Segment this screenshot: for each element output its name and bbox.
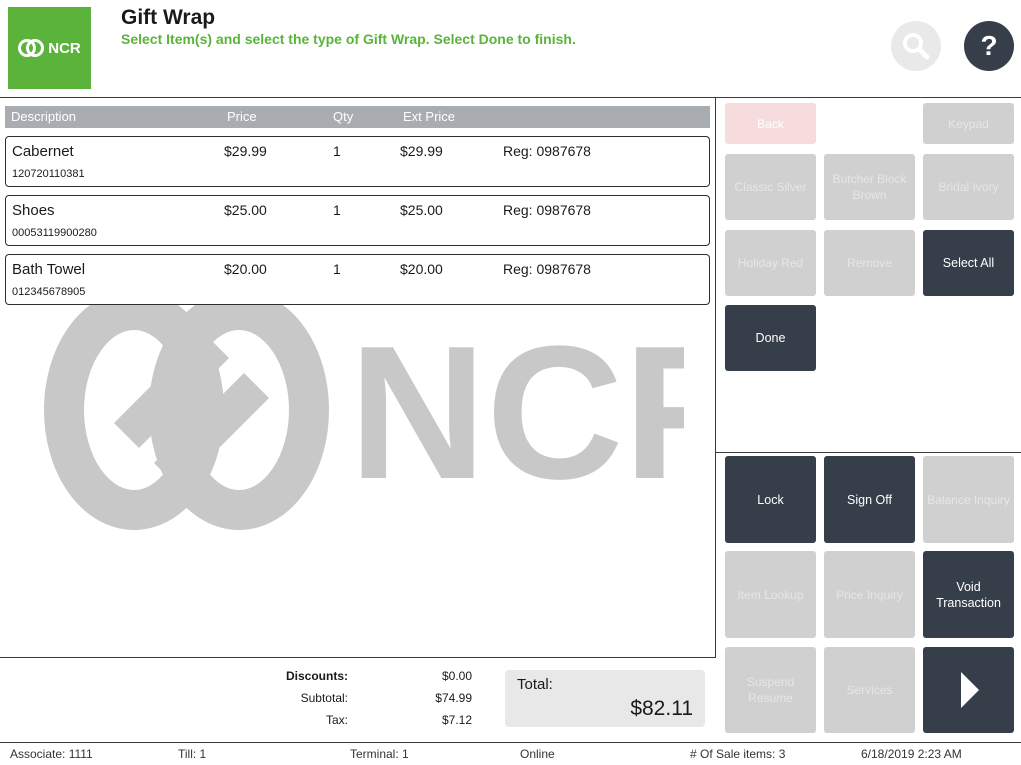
item-code: 00053119900280 [12,227,97,239]
col-ext-price: Ext Price [403,109,456,124]
logo-text: NCR [48,39,81,57]
remove-button[interactable]: Remove [824,230,915,296]
ncr-logo: NCR [8,7,91,89]
associate-status: Associate: 1111 [10,747,93,761]
item-price: $25.00 [224,202,267,218]
ncr-logo-icon [18,39,45,57]
discounts-label: Discounts: [285,669,348,683]
tax-value: $7.12 [441,713,472,727]
subtotal-value: $74.99 [435,691,472,705]
item-code: 012345678905 [12,286,86,298]
total-box: Total: $82.11 [505,670,705,727]
col-description: Description [11,109,77,124]
item-price: $20.00 [224,261,267,277]
balance-inquiry-button[interactable]: Balance Inquiry [923,456,1014,543]
table-row[interactable]: Bath Towel 012345678905 $20.00 1 $20.00 … [5,254,710,305]
item-ext-price: $20.00 [400,261,443,277]
panel-divider [716,452,1021,453]
items-table-header: Description Price Qty Ext Price [5,106,710,128]
holiday-red-button[interactable]: Holiday Red [725,230,816,296]
help-icon: ? [980,30,998,61]
lock-button[interactable]: Lock [725,456,816,543]
header: NCR Gift Wrap Select Item(s) and select … [0,0,1021,98]
table-row[interactable]: Cabernet 120720110381 $29.99 1 $29.99 Re… [5,136,710,187]
till-status: Till: 1 [178,747,207,761]
item-price: $29.99 [224,143,267,159]
price-inquiry-button[interactable]: Price Inquiry [824,551,915,638]
item-code: 120720110381 [12,168,85,180]
page-instructions: Select Item(s) and select the type of Gi… [121,31,576,47]
bridal-ivory-button[interactable]: Bridal Ivory [923,154,1014,220]
total-label: Total: [517,676,553,693]
watermark-text: NCR [349,307,684,519]
item-ext-price: $25.00 [400,202,443,218]
help-button[interactable]: ? [964,21,1014,71]
arrow-right-icon [960,672,979,708]
sale-items-count: # Of Sale items: 3 [690,747,786,761]
item-description: Bath Towel [12,261,86,278]
col-price: Price [227,109,257,124]
item-qty: 1 [333,143,341,159]
totals-section: Discounts: $0.00 Subtotal: $74.99 Tax: $… [0,657,716,742]
terminal-status: Terminal: 1 [350,747,409,761]
services-button[interactable]: Services [824,647,915,733]
status-bar: Associate: 1111 Till: 1 Terminal: 1 Onli… [0,742,1021,765]
classic-silver-button[interactable]: Classic Silver [725,154,816,220]
done-button[interactable]: Done [725,305,816,371]
select-all-button[interactable]: Select All [923,230,1014,296]
item-reg: Reg: 0987678 [503,261,591,277]
back-button[interactable]: Back [725,103,816,144]
search-icon [903,33,930,60]
item-qty: 1 [333,202,341,218]
next-page-button[interactable] [923,647,1014,733]
item-reg: Reg: 0987678 [503,202,591,218]
tax-label: Tax: [325,713,348,727]
keypad-button[interactable]: Keypad [923,103,1014,144]
datetime-status: 6/18/2019 2:23 AM [861,747,962,761]
suspend-resume-button[interactable]: Suspend Resume [725,647,816,733]
item-ext-price: $29.99 [400,143,443,159]
col-qty: Qty [333,109,354,124]
item-description: Cabernet [12,143,74,160]
sign-off-button[interactable]: Sign Off [824,456,915,543]
page-title: Gift Wrap [121,6,216,29]
item-reg: Reg: 0987678 [503,143,591,159]
ncr-watermark-logo: NCR [44,290,684,530]
butcher-block-brown-button[interactable]: Butcher Block Brown [824,154,915,220]
table-row[interactable]: Shoes 00053119900280 $25.00 1 $25.00 Reg… [5,195,710,246]
void-transaction-button[interactable]: Void Transaction [923,551,1014,638]
item-description: Shoes [12,202,55,219]
online-status: Online [520,747,555,761]
total-value: $82.11 [630,697,693,720]
subtotal-label: Subtotal: [300,691,348,705]
transaction-panel: NCR Description Price Qty Ext Price Cabe… [0,98,716,742]
discounts-value: $0.00 [441,669,472,683]
item-qty: 1 [333,261,341,277]
item-lookup-button[interactable]: Item Lookup [725,551,816,638]
search-button[interactable] [891,21,941,71]
